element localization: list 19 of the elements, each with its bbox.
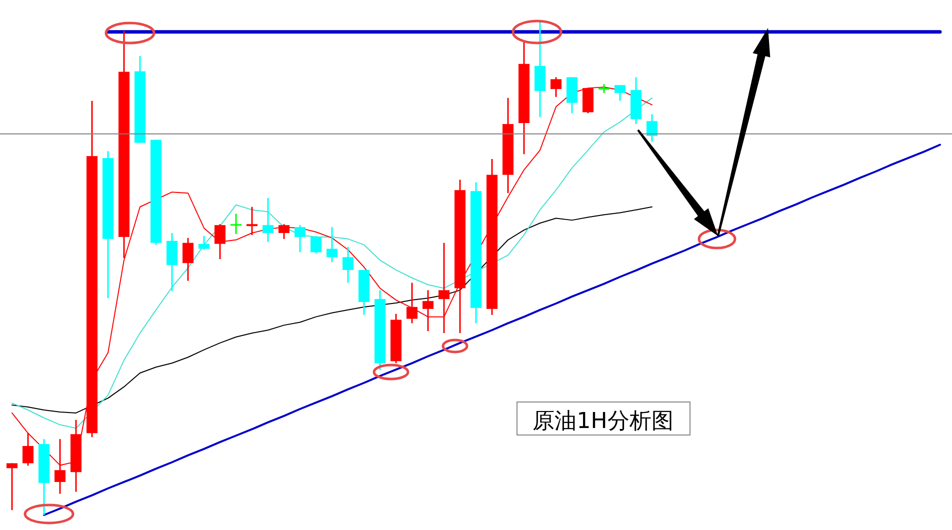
annotation: 原油1H分析图 <box>532 409 674 434</box>
candlestick <box>230 213 242 235</box>
candlestick <box>310 235 322 254</box>
candlestick <box>422 289 434 332</box>
candlestick <box>246 206 258 236</box>
candlestick <box>6 462 18 511</box>
candlestick <box>550 76 562 98</box>
candlestick <box>294 224 306 253</box>
candlestick <box>438 242 450 334</box>
candlestick <box>182 237 194 282</box>
candlestick <box>326 226 338 263</box>
candlestick <box>406 282 418 324</box>
candlestick <box>262 197 274 243</box>
candlestick <box>198 235 210 251</box>
candlestick <box>614 84 626 102</box>
candlestick <box>214 223 226 260</box>
candlestick <box>278 223 290 240</box>
candlestick <box>342 246 354 284</box>
candlestick <box>646 113 658 143</box>
